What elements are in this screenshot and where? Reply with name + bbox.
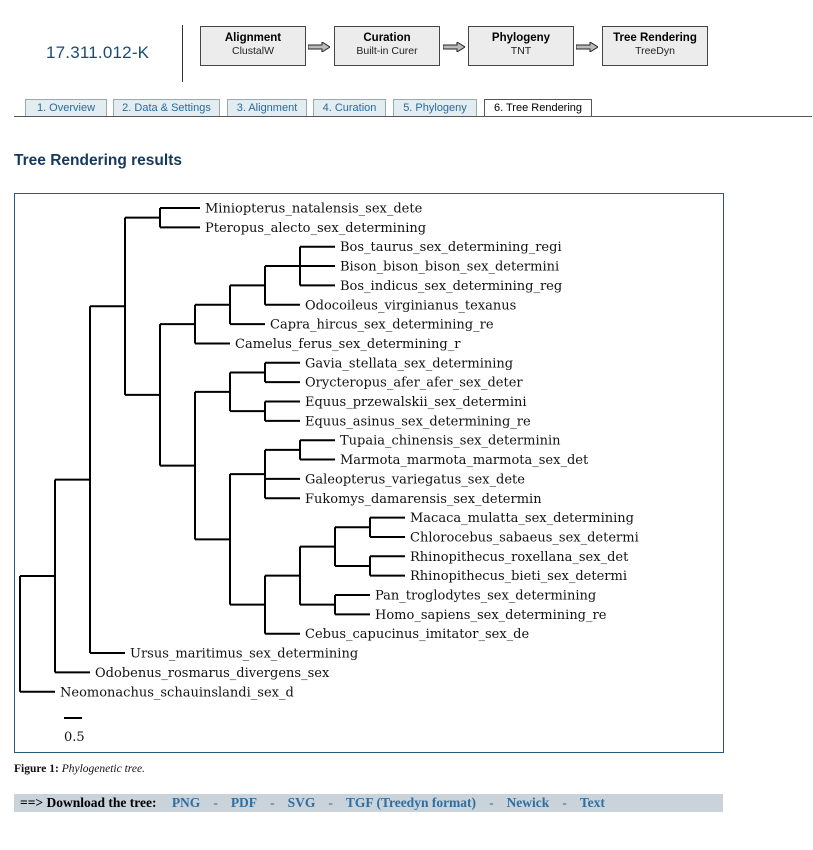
arrow-right-icon [308,42,330,52]
step-tree-rendering: Tree Rendering TreeDyn [602,26,708,66]
tree-panel: Miniopterus_natalensis_sex_dete Pteropus_… [14,193,724,753]
separator: - [562,795,567,810]
results-title: Tree Rendering results [14,152,182,169]
leaf-label: Bison_bison_bison_sex_determini [340,260,559,275]
tab-overview[interactable]: 1. Overview [25,99,107,116]
leaf-label: Ursus_maritimus_sex_determining [130,647,358,662]
arrow-right-icon [576,42,598,52]
leaf-label: Miniopterus_natalensis_sex_dete [205,202,423,217]
step-alignment-title: Alignment [224,32,282,44]
arrow-right-icon [443,42,465,52]
leaf-label: Fukomys_damarensis_sex_determin [305,492,542,507]
figure-caption-label: Figure 1: [14,763,59,775]
step-phylogeny-title: Phylogeny [491,32,551,44]
leaf-label: Chlorocebus_sabaeus_sex_determi [410,530,639,545]
step-curation: Curation Built-in Curer [334,26,440,66]
leaf-label: Bos_indicus_sex_determining_reg [340,279,562,294]
step-phylogeny-tool: TNT [510,45,532,57]
leaf-label: Odobenus_rosmarus_divergens_sex [95,666,330,681]
tab-phylogeny[interactable]: 5. Phylogeny [393,99,477,116]
leaf-label: Pteropus_alecto_sex_determining [205,221,426,236]
step-alignment: Alignment ClustalW [200,26,306,66]
download-pdf-link[interactable]: PDF [230,795,258,810]
leaf-label: Capra_hircus_sex_determining_re [270,318,494,333]
step-phylogeny: Phylogeny TNT [468,26,574,66]
step-alignment-tool: ClustalW [231,45,274,57]
leaf-label: Pan_troglodytes_sex_determining [375,589,596,604]
step-curation-title: Curation [363,32,411,44]
leaf-label: Homo_sapiens_sex_determining_re [375,608,607,623]
tab-alignment[interactable]: 3. Alignment [227,99,307,116]
separator: - [213,795,218,810]
leaf-label: Macaca_mulatta_sex_determining [410,511,634,526]
separator: - [489,795,494,810]
tab-underline [14,116,812,117]
leaf-label: Bos_taurus_sex_determining_regi [340,240,562,255]
step-tree-rendering-title: Tree Rendering [613,32,697,44]
tab-curation[interactable]: 4. Curation [313,99,386,116]
phylogenetic-tree: Miniopterus_natalensis_sex_dete Pteropus_… [19,202,639,745]
leaf-label: Orycteropus_afer_afer_sex_deter [305,376,523,391]
leaf-label: Gavia_stellata_sex_determining [305,356,513,371]
step-curation-tool: Built-in Curer [356,45,418,57]
leaf-label: Odocoileus_virginianus_texanus [305,298,516,313]
leaf-label: Neomonachus_schauinslandi_sex_d [60,685,294,700]
download-svg-link[interactable]: SVG [287,795,316,810]
leaf-label: Rhinopithecus_roxellana_sex_det [410,550,629,565]
download-png-link[interactable]: PNG [171,795,201,810]
figure-caption: Figure 1: Phylogenetic tree. [14,763,145,775]
download-text-link[interactable]: Text [579,795,605,810]
leaf-label: Tupaia_chinensis_sex_determinin [340,434,561,449]
leaf-label: Rhinopithecus_bieti_sex_determi [410,569,627,584]
tab-tree-rendering[interactable]: 6. Tree Rendering [484,99,592,117]
separator: - [270,795,275,810]
leaf-label: Equus_przewalskii_sex_determini [305,395,527,410]
separator: - [328,795,333,810]
leaf-label: Galeopterus_variegatus_sex_dete [305,472,525,487]
download-tgf-link[interactable]: TGF (Treedyn format) [345,795,477,810]
scale-label: 0.5 [64,730,85,745]
leaf-label: Marmota_marmota_marmota_sex_det [340,453,589,468]
figure-caption-text: Phylogenetic tree. [61,763,145,775]
header-divider [182,25,183,82]
leaf-label: Camelus_ferus_sex_determining_r [235,337,461,352]
step-tree-rendering-tool: TreeDyn [635,45,675,57]
job-id: 17.311.012-K [46,43,150,62]
download-bar: ==> Download the tree: PNG - PDF - SVG - TGF (… [14,794,723,812]
tab-data-settings[interactable]: 2. Data & Settings [113,99,220,116]
download-newick-link[interactable]: Newick [506,795,550,810]
leaf-label: Cebus_capucinus_imitator_sex_de [305,627,529,642]
leaf-label: Equus_asinus_sex_determining_re [305,414,531,429]
download-lead: ==> Download the tree: [20,795,157,810]
